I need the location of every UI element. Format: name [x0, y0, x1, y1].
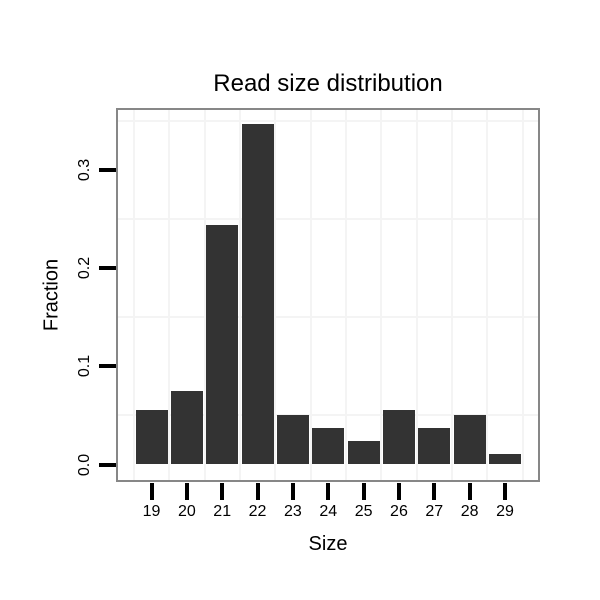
bar-20: [170, 390, 203, 465]
x-tick-label-24: 24: [319, 503, 338, 520]
bar-22: [241, 124, 274, 465]
h-gridline: [118, 120, 538, 123]
x-tick-23: [290, 483, 295, 500]
bar-21: [206, 225, 239, 465]
x-tick-29: [503, 483, 507, 500]
bar-29: [489, 453, 521, 465]
y-tick-0.1: [99, 364, 116, 369]
plot-area: [118, 110, 538, 480]
v-gridline: [168, 110, 171, 480]
x-tick-label-25: 25: [354, 503, 373, 520]
h-gridline: [118, 316, 538, 319]
bar-26: [382, 409, 415, 465]
x-tick-28: [467, 483, 472, 500]
x-tick-label-19: 19: [142, 503, 161, 520]
bar-23: [276, 415, 309, 465]
bar-24: [312, 428, 345, 465]
v-gridline: [344, 110, 347, 480]
x-tick-label-21: 21: [213, 503, 232, 520]
x-tick-label-20: 20: [177, 503, 196, 520]
v-gridline: [274, 110, 277, 480]
x-tick-label-22: 22: [248, 503, 267, 520]
x-tick-24: [326, 483, 331, 500]
x-tick-label-26: 26: [390, 503, 408, 520]
v-gridline: [203, 110, 206, 480]
y-tick-0.3: [99, 168, 116, 173]
v-gridline: [521, 110, 524, 480]
plot-panel: [116, 108, 540, 482]
v-gridline: [380, 110, 383, 480]
v-gridline: [238, 110, 241, 480]
x-tick-label-27: 27: [425, 503, 444, 520]
x-axis-label: Size: [308, 533, 348, 555]
y-tick-label-0.2: 0.2: [76, 257, 93, 280]
y-tick-label-0.1: 0.1: [76, 355, 93, 378]
h-gridline: [118, 414, 538, 417]
y-tick-label-0.3: 0.3: [76, 159, 93, 182]
v-gridline: [132, 110, 135, 480]
bar-28: [453, 415, 486, 465]
v-gridline: [309, 110, 312, 480]
bar-19: [135, 409, 168, 465]
v-gridline: [415, 110, 418, 480]
y-axis-label: Fraction: [40, 258, 63, 332]
y-tick-0.2: [99, 266, 116, 271]
x-tick-21: [220, 483, 225, 500]
y-tick-0.0: [99, 462, 116, 467]
x-tick-27: [432, 483, 437, 500]
x-tick-26: [396, 483, 401, 500]
bar-27: [418, 428, 451, 465]
h-gridline: [118, 218, 538, 221]
y-tick-label-0.0: 0.0: [76, 453, 93, 476]
x-tick-label-28: 28: [460, 503, 479, 520]
bar-25: [347, 440, 380, 465]
x-tick-label-29: 29: [496, 503, 514, 520]
x-tick-19: [149, 483, 154, 500]
x-tick-label-23: 23: [283, 503, 302, 520]
v-gridline: [450, 110, 453, 480]
v-gridline: [486, 110, 489, 480]
x-tick-22: [255, 483, 260, 500]
x-tick-20: [184, 483, 189, 500]
chart-title: Read size distribution: [213, 70, 443, 97]
x-tick-25: [361, 483, 366, 500]
